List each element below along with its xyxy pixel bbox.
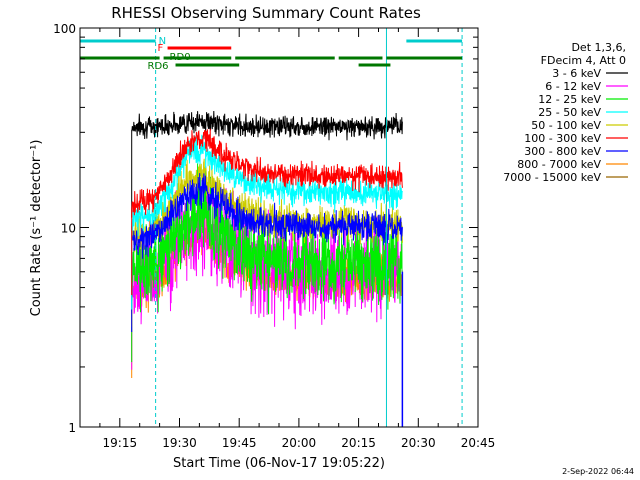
legend-header-0: Det 1,3,6, <box>571 41 626 54</box>
x-tick-label-2045: 20:45 <box>461 436 496 450</box>
y-tick-label-10: 10 <box>61 222 76 236</box>
legend-label-8: 7000 - 15000 keV <box>503 171 601 184</box>
marker-rd0-label: RD0 <box>170 52 191 63</box>
legend-label-3: 25 - 50 keV <box>538 106 601 119</box>
x-axis-label: Start Time (06-Nov-17 19:05:22) <box>173 456 385 471</box>
y-axis-label: Count Rate (s⁻¹ detector⁻¹) <box>29 140 44 317</box>
x-tick-label-1945: 19:45 <box>222 436 257 450</box>
legend-label-7: 800 - 7000 keV <box>517 158 601 171</box>
legend-label-1: 6 - 12 keV <box>545 80 601 93</box>
series-12-25keV-line <box>131 163 403 363</box>
y-tick-label-1: 1 <box>68 421 76 435</box>
marker-n-label: N <box>159 36 166 47</box>
legend-label-4: 50 - 100 keV <box>531 119 601 132</box>
marker-rd6-label: RD6 <box>148 61 169 72</box>
y-tick-label-100: 100 <box>53 22 76 36</box>
legend-label-5: 100 - 300 keV <box>524 132 601 145</box>
series-3-6keV-line <box>131 110 403 218</box>
legend-label-0: 3 - 6 keV <box>552 67 601 80</box>
marker-f-label: F <box>158 43 164 54</box>
chart-title: RHESSI Observing Summary Count Rates <box>111 4 421 22</box>
x-tick-label-2000: 20:00 <box>282 436 317 450</box>
x-tick-label-1930: 19:30 <box>162 436 197 450</box>
axis-layer: 1 10 100 19:15 19:30 19:45 20:00 20:15 20:30 20:4… <box>53 22 495 450</box>
x-tick-label-2030: 20:30 <box>401 436 436 450</box>
series-100-300keV-line <box>131 128 403 295</box>
series-300-800keV-line <box>131 173 403 332</box>
legend-label-2: 12 - 25 keV <box>538 93 601 106</box>
legend-label-6: 300 - 800 keV <box>524 145 601 158</box>
timestamp: 2-Sep-2022 06:44 <box>562 467 634 476</box>
x-tick-label-2015: 20:15 <box>341 436 376 450</box>
x-tick-label-1915: 19:15 <box>103 436 138 450</box>
legend-header-1: FDecim 4, Att 0 <box>541 54 626 67</box>
